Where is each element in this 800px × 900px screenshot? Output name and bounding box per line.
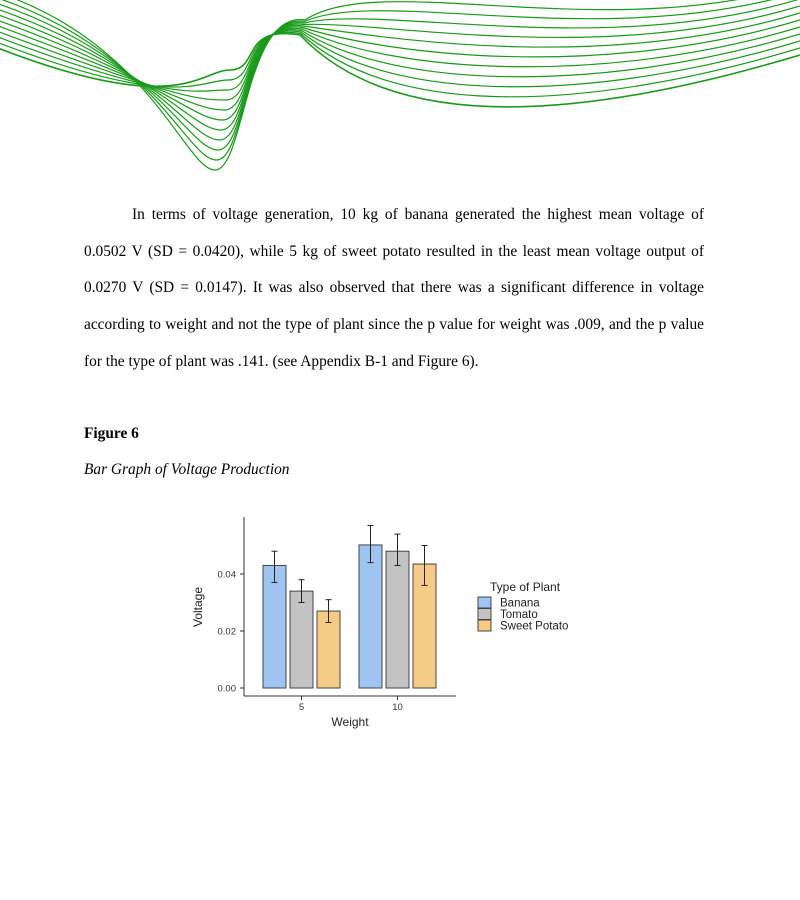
bar (358, 544, 383, 689)
decor-wave-line (0, 12, 800, 131)
y-tick-label: 0.04 (218, 570, 237, 581)
decor-wave-line (0, 32, 800, 108)
x-tick-label: 10 (392, 702, 403, 713)
legend-label: Banana (500, 598, 540, 610)
legend-swatch (477, 619, 492, 632)
legend-label: Sweet Potato (500, 621, 568, 633)
bar (262, 564, 287, 689)
y-tick-label: 0.02 (218, 627, 237, 638)
x-axis-label: Weight (331, 715, 369, 729)
decorative-wave-lines (0, 0, 800, 171)
decor-wave-line (0, 0, 773, 161)
decor-wave-line (16, 0, 738, 171)
decor-wave-line (0, 30, 800, 92)
decor-wave-line (0, 0, 799, 151)
figure-title: Bar Graph of Voltage Production (84, 461, 290, 478)
voltage-bar-chart: 0.00 0.02 0.04 5 10 Weight Voltage Type of P… (191, 517, 568, 729)
legend-label: Tomato (500, 609, 538, 621)
legend-title: Type of Plant (490, 580, 561, 594)
decor-wave-line (0, 19, 800, 121)
figure-number: Figure 6 (84, 425, 139, 442)
legend-swatch (477, 596, 492, 609)
y-axis-label: Voltage (191, 587, 205, 627)
y-tick-label: 0.00 (218, 684, 237, 695)
legend-swatch (477, 608, 492, 620)
decor-wave-line (0, 31, 800, 98)
bar (289, 590, 314, 689)
x-tick-label: 5 (299, 702, 304, 713)
paragraph-text: In terms of voltage generation, 10 kg of… (84, 206, 704, 370)
decor-wave-line (0, 5, 800, 141)
body-paragraph: In terms of voltage generation, 10 kg of… (84, 197, 704, 381)
bar (385, 550, 410, 689)
